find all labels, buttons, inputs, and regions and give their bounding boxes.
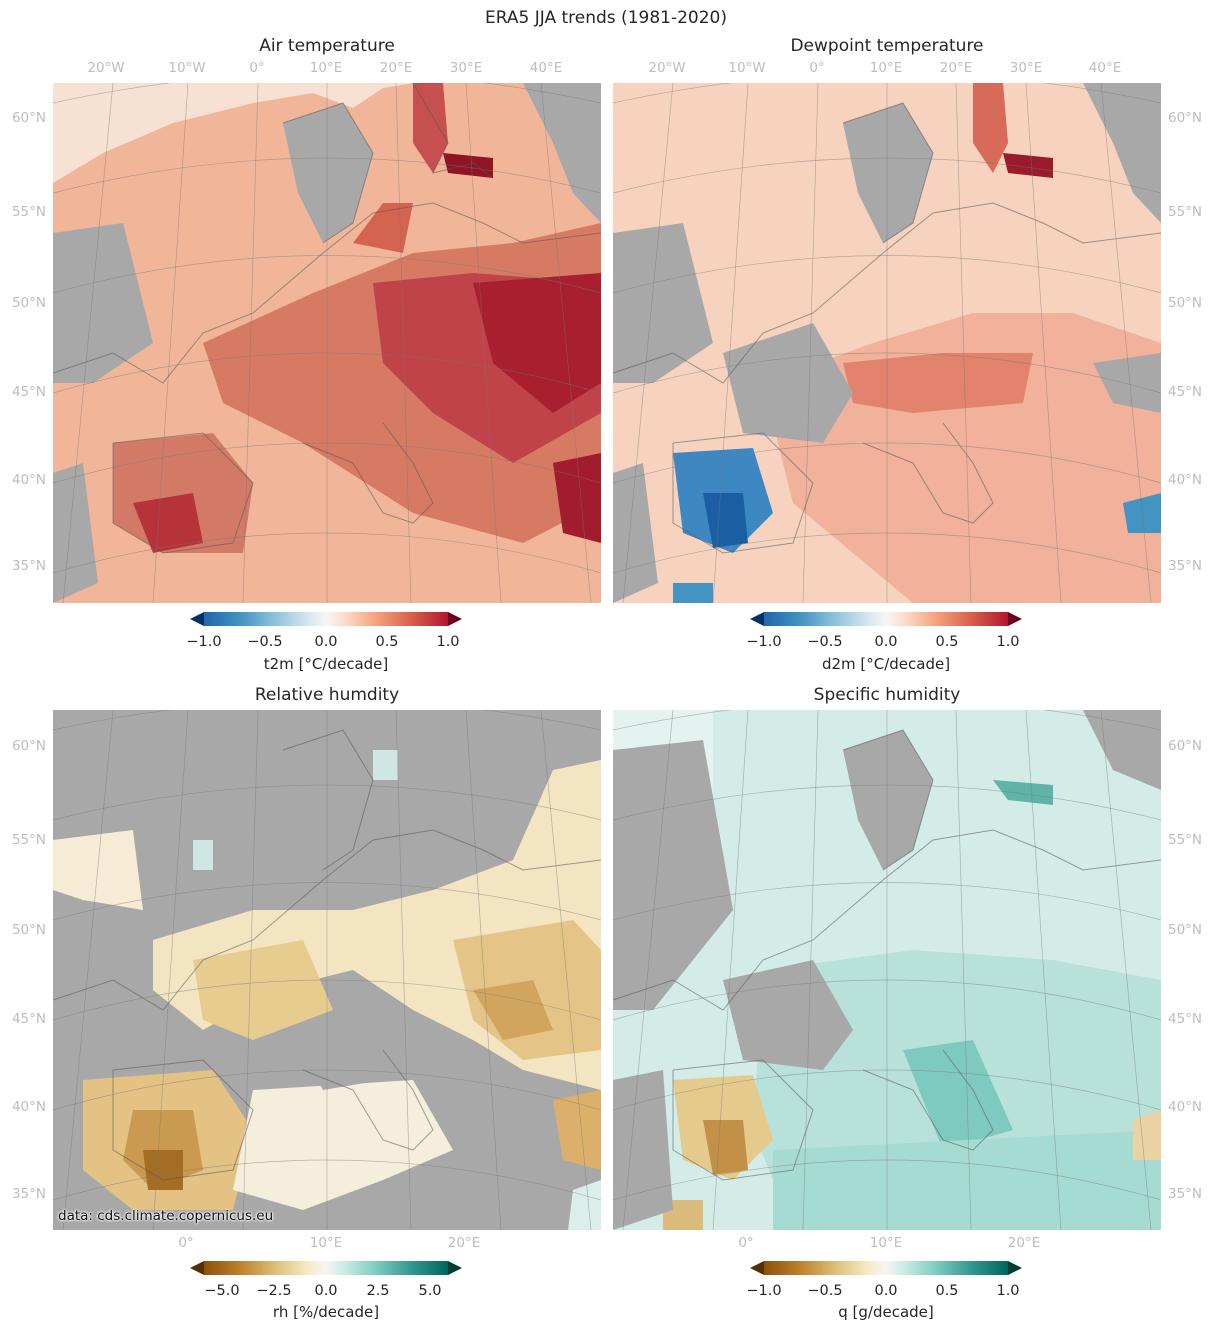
lon-tick-10w: 10°W	[728, 60, 766, 76]
lon-tick-20w: 20°W	[87, 60, 125, 76]
colorbar-q	[750, 1261, 1022, 1275]
cb-tick: −1.0	[186, 634, 222, 650]
lat-tick-55n: 55°N	[11, 832, 46, 848]
lat-tick-50n: 50°N	[1168, 295, 1203, 311]
lon-tick-10w: 10°W	[168, 60, 206, 76]
cb-tick: 0.5	[375, 634, 399, 650]
colorbar-rh	[190, 1261, 462, 1275]
panel-title-air-temperature: Air temperature	[259, 36, 395, 56]
lat-tick-35n: 35°N	[1168, 1186, 1203, 1202]
map-dewpoint-temperature	[613, 83, 1161, 603]
lat-tick-35n: 35°N	[11, 558, 46, 574]
lon-tick-10e: 10°E	[869, 60, 903, 76]
panel-title-specific-humidity: Specific humidity	[813, 685, 961, 705]
cb-tick: −5.0	[204, 1283, 240, 1299]
lat-tick-55n: 55°N	[1168, 832, 1203, 848]
cb-tick: 0.5	[935, 1283, 959, 1299]
lat-tick-60n: 60°N	[11, 110, 46, 126]
lon-tick-10e: 10°E	[309, 1235, 343, 1251]
lat-tick-40n: 40°N	[11, 1099, 46, 1115]
lon-tick-30e: 30°E	[449, 60, 483, 76]
cb-tick: 5.0	[418, 1283, 442, 1299]
map-svg-dewpoint	[613, 83, 1161, 603]
colorbar-label-d2m: d2m [°C/decade]	[821, 655, 951, 673]
colorbar-label-rh: rh [%/decade]	[272, 1303, 380, 1321]
lat-tick-60n: 60°N	[1168, 110, 1203, 126]
lat-tick-55n: 55°N	[1168, 204, 1203, 220]
cb-tick: 0.0	[314, 634, 338, 650]
lon-tick-0: 0°	[738, 1235, 754, 1251]
figure-title: ERA5 JJA trends (1981-2020)	[485, 8, 727, 28]
cb-tick: 2.5	[366, 1283, 390, 1299]
lat-tick-45n: 45°N	[1168, 1011, 1203, 1027]
map-air-temperature	[53, 83, 601, 603]
lon-tick-30e: 30°E	[1009, 60, 1043, 76]
lat-tick-40n: 40°N	[11, 472, 46, 488]
map-svg-q	[613, 710, 1161, 1230]
lon-tick-40e: 40°E	[1088, 60, 1122, 76]
colorbar-t2m	[190, 612, 462, 626]
colorbar-d2m	[750, 612, 1022, 626]
cb-tick: −0.5	[247, 634, 283, 650]
map-relative-humidity	[53, 710, 601, 1230]
cb-tick: 0.5	[935, 634, 959, 650]
cb-tick: 1.0	[436, 634, 460, 650]
panel-title-dewpoint: Dewpoint temperature	[790, 36, 984, 56]
lon-tick-10e: 10°E	[869, 1235, 903, 1251]
cb-tick: −0.5	[807, 634, 843, 650]
lat-tick-50n: 50°N	[11, 922, 46, 938]
lon-tick-0: 0°	[809, 60, 825, 76]
lat-tick-45n: 45°N	[11, 1011, 46, 1027]
lon-tick-20e: 20°E	[379, 60, 413, 76]
lon-tick-10e: 10°E	[309, 60, 343, 76]
lat-tick-60n: 60°N	[1168, 738, 1203, 754]
panel-title-relative-humidity: Relative humdity	[254, 685, 400, 705]
lon-tick-20e: 20°E	[939, 60, 973, 76]
map-specific-humidity	[613, 710, 1161, 1230]
cb-tick: −0.5	[807, 1283, 843, 1299]
lon-tick-0: 0°	[178, 1235, 194, 1251]
lon-tick-20e: 20°E	[447, 1235, 481, 1251]
lat-tick-35n: 35°N	[1168, 558, 1203, 574]
lon-tick-40e: 40°E	[529, 60, 563, 76]
lat-tick-40n: 40°N	[1168, 1099, 1203, 1115]
lat-tick-35n: 35°N	[11, 1186, 46, 1202]
cb-tick: −1.0	[746, 634, 782, 650]
cb-tick: 0.0	[874, 634, 898, 650]
lat-tick-60n: 60°N	[11, 738, 46, 754]
cb-tick: 0.0	[874, 1283, 898, 1299]
lat-tick-50n: 50°N	[11, 295, 46, 311]
data-credit: data: cds.climate.copernicus.eu	[58, 1208, 274, 1224]
colorbar-label-t2m: t2m [°C/decade]	[263, 655, 389, 673]
lat-tick-40n: 40°N	[1168, 472, 1203, 488]
lat-tick-45n: 45°N	[11, 384, 46, 400]
colorbar-label-q: q [g/decade]	[838, 1303, 934, 1321]
lon-tick-20e: 20°E	[1007, 1235, 1041, 1251]
lat-tick-45n: 45°N	[1168, 384, 1203, 400]
lon-tick-20w: 20°W	[648, 60, 686, 76]
lon-tick-0: 0°	[249, 60, 265, 76]
cb-tick: 1.0	[996, 1283, 1020, 1299]
map-svg-rh	[53, 710, 601, 1230]
cb-tick: 1.0	[996, 634, 1020, 650]
map-svg-air-temperature	[53, 83, 601, 603]
lat-tick-55n: 55°N	[11, 204, 46, 220]
lat-tick-50n: 50°N	[1168, 922, 1203, 938]
cb-tick: −1.0	[746, 1283, 782, 1299]
cb-tick: −2.5	[256, 1283, 292, 1299]
cb-tick: 0.0	[314, 1283, 338, 1299]
